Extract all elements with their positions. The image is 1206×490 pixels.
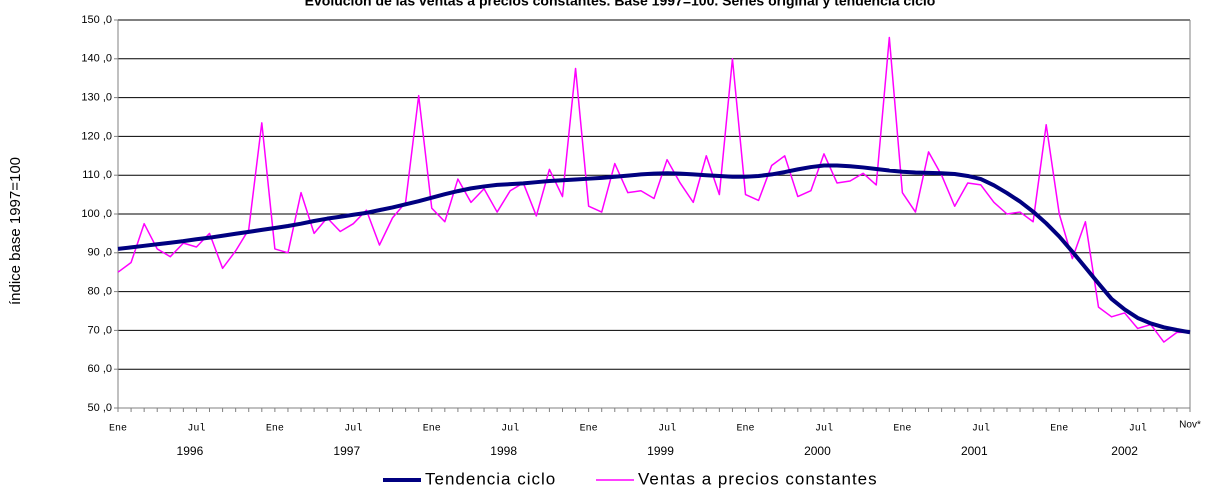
x-tick-label: Nov* <box>1179 420 1201 431</box>
x-tick-label: Jul <box>187 423 205 435</box>
chart-title: Evolución de las ventas a precios consta… <box>305 0 936 9</box>
y-tick-label: 150 ,0 <box>81 14 112 26</box>
x-group-label: 2002 <box>1111 444 1138 458</box>
x-tick-label: Ene <box>1050 424 1068 435</box>
y-tick-label: 130 ,0 <box>81 92 112 104</box>
x-tick-label: Jul <box>344 423 362 435</box>
x-tick-label: Ene <box>109 424 127 435</box>
series-line <box>117 163 1191 335</box>
x-group-label: 1998 <box>490 444 517 458</box>
y-tick-label: 110 ,0 <box>82 169 112 181</box>
x-group-label: 1999 <box>647 444 674 458</box>
x-tick-label: Jul <box>1129 423 1147 435</box>
x-group-label: 1996 <box>177 444 204 458</box>
y-tick-label: 70 ,0 <box>88 324 112 336</box>
legend-label: Tendencia ciclo <box>425 469 556 488</box>
series-line <box>117 36 1190 343</box>
x-tick-label: Jul <box>815 423 833 435</box>
x-group-label: 2000 <box>804 444 831 458</box>
y-tick-label: 90 ,0 <box>88 247 112 259</box>
x-tick-label: Ene <box>423 424 441 435</box>
x-tick-label: Jul <box>501 423 519 435</box>
y-tick-label: 50 ,0 <box>88 402 112 414</box>
legend-label: Ventas a precios constantes <box>638 469 878 488</box>
y-axis-label: índice base 1997=100 <box>7 157 24 305</box>
x-tick-label: Ene <box>737 424 755 435</box>
y-tick-label: 60 ,0 <box>88 363 112 375</box>
y-tick-label: 140 ,0 <box>81 53 112 65</box>
y-tick-label: 120 ,0 <box>81 130 112 142</box>
x-tick-label: Ene <box>580 424 598 435</box>
x-tick-label: Ene <box>893 424 911 435</box>
x-tick-label: Ene <box>266 424 284 435</box>
y-tick-label: 80 ,0 <box>88 286 112 298</box>
x-tick-label: Jul <box>972 423 990 435</box>
x-group-label: 1997 <box>333 444 360 458</box>
x-group-label: 2001 <box>961 444 988 458</box>
y-tick-label: 100 ,0 <box>81 208 112 220</box>
x-tick-label: Jul <box>658 423 676 435</box>
